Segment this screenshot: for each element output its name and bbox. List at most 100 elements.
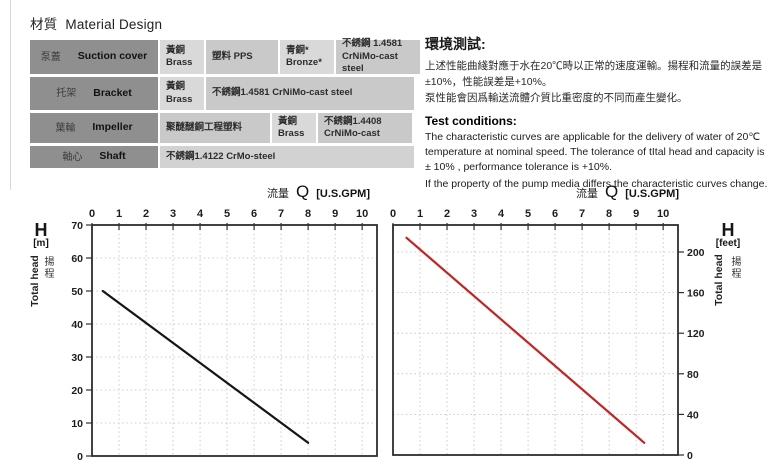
row-label-en: Bracket: [93, 86, 132, 99]
svg-text:2: 2: [143, 208, 149, 220]
cell-line: 黃銅: [278, 115, 298, 127]
flow-label-unit: [U.S.GPM]: [625, 188, 679, 200]
cell-line: 黃銅: [166, 81, 186, 93]
material-cell: 不銹鋼1.4408 CrNiMo-cast: [318, 113, 412, 143]
svg-text:40: 40: [687, 409, 699, 421]
material-cell: 黃銅 Brass: [160, 40, 204, 74]
row-label-bracket: 托架 Bracket: [30, 77, 158, 110]
material-cell: 青銅* Bronze*: [280, 40, 334, 74]
cell-line: 黃銅: [166, 44, 186, 56]
cell-line: 不銹鋼1.4408: [324, 115, 382, 127]
svg-text:40: 40: [71, 319, 83, 331]
svg-text:5: 5: [525, 208, 531, 220]
svg-text:4: 4: [197, 208, 204, 220]
flow-axis-label-left: 流量 Q [U.S.GPM]: [228, 182, 370, 202]
svg-text:7: 7: [278, 208, 284, 220]
flow-label-cjk: 流量: [575, 188, 598, 200]
total-head-cjk-right: 揚程: [729, 256, 740, 280]
svg-text:200: 200: [687, 247, 705, 259]
test-conditions-block: 環境測試: 上述性能曲綫對應于水在20℃時以正常的速度運輸。揚程和流量的誤差是 …: [425, 34, 773, 192]
cell-line: 不銹鋼1.4122 CrMo-steel: [166, 150, 276, 162]
head-unit: [feet]: [715, 238, 741, 249]
page-title-cjk: 材質: [30, 17, 58, 32]
svg-text:0: 0: [77, 451, 83, 463]
table-row-impeller: 葉輪 Impeller 聚醚醚銅工程塑料 黃銅 Brass 不銹鋼1.4408 …: [30, 113, 420, 143]
material-cell: 不銹鋼1.4122 CrMo-steel: [160, 146, 414, 168]
cell-line: Brass: [166, 93, 193, 105]
test-conditions-line: temperature at nominal speed. The tolera…: [425, 146, 765, 158]
env-test-line: 上述性能曲綫對應于水在20℃時以正常的速度運輸。揚程和流量的誤差是: [425, 60, 763, 72]
row-label-cjk: 葉輪: [55, 122, 76, 134]
material-cell: 不銹鋼 1.4581 CrNiMo-cast steel: [336, 38, 420, 75]
page-title: 材質 Material Design: [30, 13, 162, 33]
cell-line: 不銹鋼1.4581 CrNiMo-cast steel: [212, 87, 353, 99]
test-conditions-line: If the property of the pump media differ…: [425, 178, 768, 190]
flow-label-q: Q: [295, 182, 310, 201]
row-label-en: Suction cover: [77, 50, 148, 63]
cell-line: Brass: [278, 128, 305, 139]
cell-line: 不銹鋼 1.4581: [342, 38, 403, 50]
cell-line: 塑料 PPS: [212, 50, 253, 62]
row-label-suction-cover: 泵蓋 Suction cover: [30, 40, 158, 74]
cell-line: 青銅*: [286, 44, 309, 56]
page-title-en: Material Design: [65, 17, 163, 32]
env-test-line: ±10%，性能誤差是+10%。: [425, 76, 553, 88]
row-label-cjk: 托架: [56, 88, 77, 99]
svg-text:80: 80: [687, 369, 699, 381]
row-label-en: Shaft: [99, 150, 126, 163]
env-test-heading: 環境測試:: [425, 36, 486, 52]
cell-line: Brass: [166, 57, 193, 68]
svg-text:6: 6: [251, 208, 257, 220]
flow-label-cjk: 流量: [266, 188, 289, 200]
flow-axis-label-right: 流量 Q [U.S.GPM]: [537, 182, 679, 202]
svg-text:1: 1: [417, 208, 423, 220]
svg-text:3: 3: [170, 208, 176, 220]
material-cell: 黃銅 Brass: [160, 77, 204, 110]
svg-text:120: 120: [687, 328, 705, 340]
material-cell: 不銹鋼1.4581 CrNiMo-cast steel: [206, 77, 414, 110]
svg-text:60: 60: [71, 253, 83, 265]
svg-text:0: 0: [687, 450, 693, 462]
material-cell: 塑料 PPS: [206, 40, 278, 74]
svg-text:4: 4: [498, 208, 505, 220]
svg-text:10: 10: [71, 418, 83, 430]
test-conditions-line: The characteristic curves are applicable…: [425, 131, 761, 143]
env-test-line: 泵性能會因爲輸送流體介質比重密度的不同而產生變化。: [425, 92, 688, 104]
flow-label-unit: [U.S.GPM]: [316, 188, 370, 200]
flow-label-q: Q: [604, 182, 619, 201]
svg-text:3: 3: [471, 208, 477, 220]
svg-text:2: 2: [444, 208, 450, 220]
cell-line: CrNiMo-cast steel: [342, 50, 398, 75]
head-axis-label-feet: H [feet]: [714, 220, 742, 249]
material-cell: 黃銅 Brass: [272, 113, 316, 143]
cell-line: 聚醚醚銅工程塑料: [166, 121, 243, 133]
table-row-bracket: 托架 Bracket 黃銅 Brass 不銹鋼1.4581 CrNiMo-cas…: [30, 77, 420, 110]
svg-text:9: 9: [633, 208, 639, 220]
test-conditions-line: ± 10% , performance tolerance is +10%.: [425, 161, 612, 173]
head-symbol: H: [721, 220, 735, 240]
material-cell: 聚醚醚銅工程塑料: [160, 113, 270, 143]
svg-text:8: 8: [305, 208, 311, 220]
svg-text:7: 7: [579, 208, 585, 220]
row-label-shaft: 軸心 Shaft: [30, 146, 158, 168]
cell-line: CrNiMo-cast: [324, 128, 380, 139]
row-label-en: Impeller: [92, 121, 133, 134]
table-row-shaft: 軸心 Shaft 不銹鋼1.4122 CrMo-steel: [30, 146, 420, 168]
svg-text:8: 8: [606, 208, 612, 220]
head-symbol: H: [34, 220, 48, 240]
head-unit: [m]: [33, 238, 49, 249]
row-label-cjk: 泵蓋: [40, 51, 61, 63]
svg-text:160: 160: [687, 288, 705, 300]
total-head-cjk-left: 揚程: [42, 256, 53, 280]
row-label-impeller: 葉輪 Impeller: [30, 113, 158, 143]
performance-chart-feet: 0 1 2 3 4 5 6 7 8 9 10 0 40 80 120 160 200: [390, 208, 705, 462]
svg-text:10: 10: [657, 208, 669, 220]
svg-text:1: 1: [116, 208, 122, 220]
head-axis-label-metric: H [m]: [27, 220, 55, 249]
table-row-suction-cover: 泵蓋 Suction cover 黃銅 Brass 塑料 PPS 青銅* Bro…: [30, 38, 420, 75]
svg-text:0: 0: [89, 208, 95, 220]
svg-text:0: 0: [390, 208, 396, 220]
svg-text:30: 30: [71, 352, 83, 364]
svg-text:6: 6: [552, 208, 558, 220]
